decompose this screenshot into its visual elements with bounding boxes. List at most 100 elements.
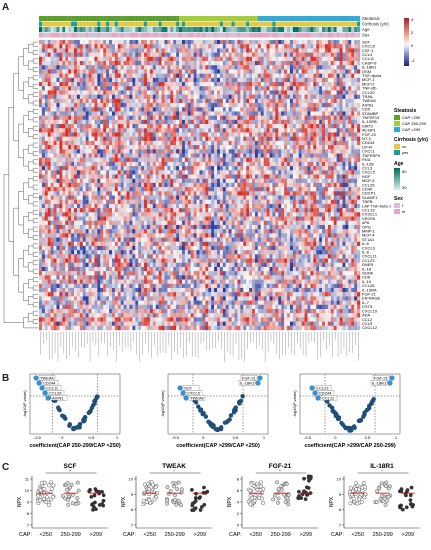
heatmap-cell — [39, 69, 43, 74]
heatmap-cell — [211, 86, 215, 91]
heatmap-cell — [132, 61, 136, 66]
heatmap-cell — [252, 140, 256, 146]
heatmap-cell — [161, 140, 165, 146]
heatmap-cell — [295, 40, 299, 45]
heatmap-cell — [146, 115, 151, 120]
heatmap-cell — [252, 157, 256, 163]
heatmap-cell — [252, 107, 256, 112]
heatmap-cell — [319, 182, 323, 188]
heatmap-cell — [287, 111, 291, 116]
age-cell — [158, 27, 162, 32]
heatmap-cell — [237, 132, 241, 137]
heatmap-cell — [231, 157, 235, 163]
age-cell — [252, 27, 256, 32]
heatmap-cell — [184, 86, 188, 91]
heatmap-cell — [53, 40, 57, 45]
heatmap-cell — [79, 90, 83, 95]
heatmap-cell — [179, 174, 183, 179]
heatmap-cell — [152, 136, 156, 142]
heatmap-cell — [243, 124, 247, 129]
heatmap-cell — [71, 149, 75, 154]
heatmap-cell — [257, 124, 261, 129]
heatmap-cell — [106, 157, 110, 163]
heatmap-cell — [319, 149, 323, 154]
heatmap-cell — [351, 103, 355, 108]
heatmap-cell — [85, 182, 89, 188]
heatmap-cell — [74, 44, 78, 49]
heatmap-cell — [348, 199, 352, 205]
heatmap-cell — [295, 56, 299, 62]
heatmap-cell — [217, 65, 221, 70]
heatmap-cell — [141, 56, 145, 62]
heatmap-cell — [313, 136, 317, 142]
heatmap-cell — [281, 195, 285, 200]
heatmap-cell — [109, 56, 113, 62]
heatmap-cell — [74, 170, 78, 175]
heatmap-cell — [120, 115, 124, 120]
heatmap-cell — [187, 103, 191, 108]
heatmap-cell — [71, 119, 75, 125]
heatmap-cell — [351, 86, 355, 91]
heatmap-cell — [327, 61, 331, 66]
heatmap-cell — [179, 82, 183, 87]
heatmap-cell — [123, 187, 127, 192]
heatmap-cell — [123, 128, 127, 133]
heatmap-cell — [135, 140, 139, 146]
heatmap-cell — [208, 65, 212, 70]
heatmap-cell — [243, 61, 247, 66]
heatmap-cell — [129, 52, 133, 57]
heatmap-cell — [246, 170, 250, 175]
heatmap-cell — [199, 107, 203, 112]
heatmap-cell — [266, 107, 270, 112]
age-cell — [295, 27, 299, 32]
heatmap-cell — [144, 157, 148, 163]
heatmap-cell — [228, 111, 232, 116]
heatmap-cell — [260, 111, 264, 116]
heatmap-cell — [269, 111, 273, 116]
heatmap-cell — [240, 178, 244, 184]
heatmap-cell — [141, 115, 145, 120]
heatmap-cell — [44, 199, 48, 205]
heatmap-cell — [44, 103, 48, 108]
heatmap-cell — [88, 69, 92, 74]
heatmap-cell — [126, 153, 130, 158]
heatmap-cell — [149, 187, 153, 192]
heatmap-cell — [249, 115, 253, 120]
heatmap-cell — [345, 90, 349, 95]
heatmap-cell — [249, 187, 253, 192]
heatmap-cell — [82, 103, 86, 108]
heatmap-cell — [354, 178, 358, 184]
heatmap-cell — [249, 48, 253, 53]
heatmap-cell — [170, 90, 174, 95]
heatmap-cell — [327, 82, 331, 87]
heatmap-cell — [117, 170, 121, 175]
heatmap-cell — [161, 77, 165, 83]
heatmap-cell — [231, 48, 235, 53]
heatmap-cell — [219, 178, 223, 184]
heatmap-cell — [47, 119, 51, 125]
heatmap-cell — [307, 161, 311, 167]
heatmap-cell — [217, 44, 221, 49]
heatmap-cell — [149, 178, 153, 184]
heatmap-cell — [94, 98, 98, 104]
age-cell — [53, 27, 57, 32]
heatmap-cell — [123, 94, 127, 99]
age-cell — [152, 27, 156, 32]
heatmap-cell — [252, 40, 256, 45]
heatmap-cell — [85, 73, 89, 78]
heatmap-cell — [348, 111, 352, 116]
heatmap-cell — [88, 73, 92, 78]
heatmap-cell — [39, 157, 43, 163]
sex-cell — [211, 32, 215, 38]
heatmap-cell — [149, 140, 153, 146]
heatmap-cell — [184, 140, 188, 146]
heatmap-cell — [56, 56, 60, 62]
heatmap-cell — [202, 65, 206, 70]
heatmap-cell — [56, 149, 60, 154]
heatmap-cell — [173, 44, 177, 49]
heatmap-cell — [222, 187, 226, 192]
heatmap-cell — [155, 98, 159, 104]
heatmap-cell — [269, 103, 273, 108]
heatmap-cell — [149, 203, 153, 209]
heatmap-cell — [44, 136, 48, 142]
